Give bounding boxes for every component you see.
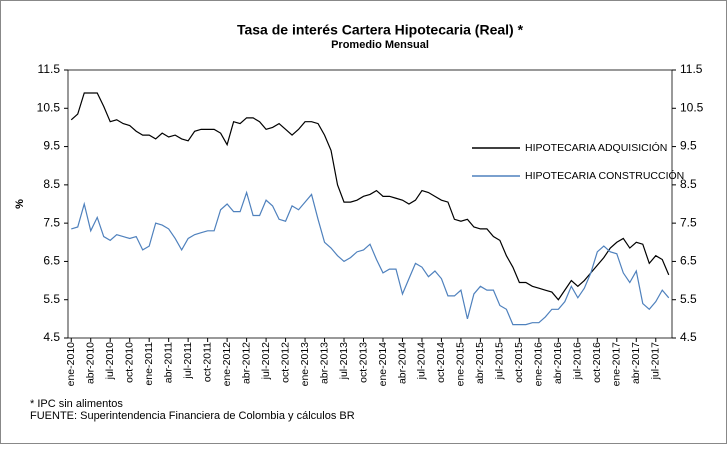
x-tick-label: ene-2014 [377, 342, 389, 387]
y2-tick-label: 8.5 [680, 177, 697, 191]
series-line [70, 92, 670, 301]
x-tick-label: jul-2013 [338, 342, 350, 381]
x-tick-label: abr-2011 [162, 342, 174, 383]
x-tick-label: abr-2012 [240, 342, 252, 384]
x-tick-label: oct-2014 [435, 342, 447, 383]
x-tick-label: oct-2010 [123, 342, 135, 383]
x-tick-label: jul-2015 [494, 342, 506, 381]
x-tick-label: oct-2012 [279, 342, 291, 383]
x-tick-label: oct-2011 [201, 342, 213, 382]
x-tick-label: ene-2011 [143, 342, 155, 386]
y-tick-label: 10.5 [37, 100, 61, 114]
y-tick-label: 6.5 [43, 254, 60, 268]
x-tick-label: abr-2016 [552, 342, 564, 384]
legend-label: HIPOTECARIA ADQUISICIÓN [525, 141, 667, 154]
x-tick-label: abr-2017 [630, 342, 642, 384]
y2-tick-label: 9.5 [680, 139, 697, 153]
y-tick-label: 7.5 [43, 215, 60, 229]
x-tick-label: ene-2017 [611, 342, 623, 387]
x-tick-label: ene-2016 [533, 342, 545, 387]
y2-tick-label: 7.5 [680, 215, 697, 229]
x-tick-label: abr-2015 [474, 342, 486, 384]
y-tick-label: 4.5 [43, 330, 60, 344]
chart-title: Tasa de interés Cartera Hipotecaria (Rea… [237, 22, 524, 38]
x-tick-label: ene-2013 [299, 342, 311, 387]
x-tick-label: jul-2011 [182, 342, 194, 380]
y2-tick-label: 5.5 [680, 292, 697, 306]
x-tick-label: jul-2016 [572, 342, 584, 381]
x-tick-label: abr-2013 [318, 342, 330, 384]
legend-label: HIPOTECARIA CONSTRUCCIÓN [525, 169, 684, 182]
x-tick-label: oct-2013 [357, 342, 369, 383]
y-tick-label: 5.5 [43, 292, 60, 306]
x-tick-label: abr-2014 [396, 342, 408, 384]
y2-tick-label: 10.5 [680, 100, 704, 114]
y-tick-label: 9.5 [43, 139, 60, 153]
y2-tick-label: 6.5 [680, 254, 697, 268]
series-line [71, 190, 670, 326]
plot-area [67, 69, 673, 339]
x-tick-label: ene-2015 [455, 342, 467, 387]
y-axis-label: % [14, 199, 26, 209]
x-tick-label: oct-2015 [513, 342, 525, 383]
x-tick-label: ene-2010 [65, 342, 77, 387]
chart-subtitle: Promedio Mensual [331, 39, 429, 51]
y-tick-label: 11.5 [38, 62, 61, 76]
x-tick-label: jul-2014 [416, 342, 428, 381]
x-tick-label: jul-2012 [260, 342, 272, 381]
footnote: FUENTE: Superintendencia Financiera de C… [30, 410, 355, 422]
footnote: * IPC sin alimentos [30, 398, 123, 410]
y2-tick-label: 4.5 [680, 330, 697, 344]
x-tick-label: jul-2010 [104, 342, 116, 381]
y-tick-label: 8.5 [43, 177, 60, 191]
x-tick-label: jul-2017 [650, 342, 662, 381]
x-tick-label: oct-2016 [591, 342, 603, 383]
y2-tick-label: 11.5 [680, 62, 703, 76]
x-tick-label: ene-2012 [221, 342, 233, 387]
x-tick-label: abr-2010 [85, 342, 97, 384]
